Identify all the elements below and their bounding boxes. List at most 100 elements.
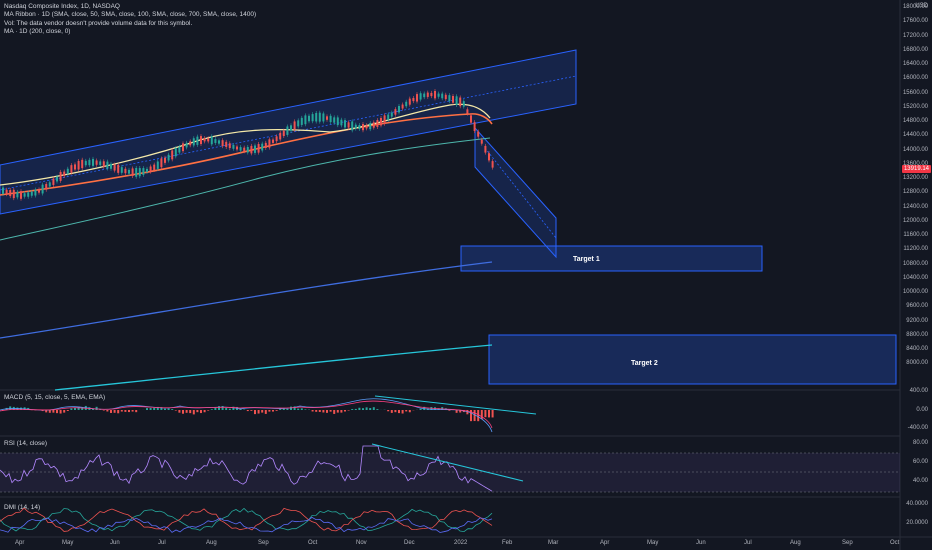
macd-bar [340,410,343,413]
macd-bar [272,410,274,412]
legend-volume[interactable]: Vol: The data vendor doesn't provide vol… [4,19,193,27]
macd-bar [153,407,156,410]
time-axis-label: Jun [110,540,120,546]
macd-bar [470,410,472,422]
price-axis-label: 15600.00 [902,89,928,96]
legend-ma[interactable]: MA · 1D (200, close, 0) [4,28,71,36]
macd-bar [315,410,318,412]
time-axis-label: Nov [356,540,367,546]
currency-label[interactable]: USD [915,3,928,9]
dmi-plus [0,507,493,533]
macd-bar [102,410,105,411]
time-axis-label: Jul [158,540,166,546]
time-axis-label: Dec [404,540,415,546]
macd-bar [473,410,476,422]
macd-bar [484,410,487,418]
macd-bar [74,407,76,410]
macd-bar [196,410,199,413]
ma50-line [0,103,491,186]
macd-bar [210,409,213,410]
price-axis-label: 14400.00 [902,132,928,139]
macd-bar [250,410,253,411]
rsi-label[interactable]: RSI (14, close) [4,440,47,447]
dmi-minus [0,507,493,532]
descending-channel [474,126,557,259]
ma200-line [0,137,491,241]
macd-bar [437,408,440,410]
macd-bar [225,408,228,410]
price-axis-label: 11600.00 [903,232,928,238]
dmi-label[interactable]: DMI (14, 14) [4,504,41,511]
macd-bar [448,410,451,411]
rsi-axis-60: 60.00 [912,459,928,465]
macd-bar [66,410,69,411]
macd-bar [192,410,195,415]
price-axis-label: 11200.00 [903,246,928,253]
time-axis-label: May [62,540,74,546]
price-axis-label: 10400.00 [902,274,928,281]
time-axis-label: Sep [258,540,269,546]
macd-bar [290,406,292,410]
macd-bar [311,410,314,412]
macd-bar [228,408,231,410]
price-axis-label: 8400.00 [906,346,928,352]
macd-bar [59,410,62,414]
macd-bar [48,410,51,413]
macd-bar [358,407,361,410]
macd-bar [232,406,235,410]
price-axis-label: 10800.00 [902,260,928,267]
macd-bar [455,410,458,413]
dmi-axis-20: 20.0000 [906,520,928,526]
macd-bar [70,408,73,410]
macd-bar [149,407,152,410]
target-2-label: Target 2 [631,360,658,367]
legend-ma-ribbon[interactable]: MA Ribbon · 1D (SMA, close, 50, SMA, clo… [4,11,257,19]
price-axis-label: 17200.00 [902,32,928,39]
macd-bar [394,410,397,413]
macd-bar [279,407,282,410]
macd-bar [164,408,166,410]
macd-bar [63,410,66,413]
macd-bar [56,410,58,414]
macd-bar [124,410,127,412]
macd-bar [408,410,411,413]
macd-bar [459,410,462,413]
macd-bar [297,408,300,410]
price-axis-label: 14000.00 [902,146,928,153]
macd-bar [254,410,256,415]
macd-bar [185,410,188,413]
time-axis-label: Apr [600,540,610,546]
price-axis-label: 15200.00 [902,103,928,110]
price-axis-label: 14800.00 [902,118,928,124]
price-axis-label: 16400.00 [902,61,928,67]
price-axis-label: 17600.00 [902,18,928,25]
macd-bar [300,408,303,410]
macd-bar [398,410,400,414]
legend-symbol[interactable]: Nasdaq Composite Index, 1D, NASDAQ [4,3,120,10]
price-axis-label: 16000.00 [902,75,928,82]
target-1-box [460,245,763,272]
macd-bar [207,410,210,411]
macd-bar [488,410,490,418]
macd-bar [92,408,94,410]
target-1-label: Target 1 [573,256,600,263]
macd-bar [131,410,134,412]
macd-bar [282,408,285,410]
price-axis-label: 16800.00 [902,46,928,53]
price-axis-label: 12800.00 [902,189,928,196]
macd-line [0,398,493,433]
macd-bar [293,406,296,410]
last-price-tag: 13919.14 [901,165,931,173]
adx-line [0,516,493,533]
price-axis-label: 9200.00 [906,317,928,324]
time-axis-label: May [647,540,659,546]
macd-bar [275,410,278,411]
price-axis-label: 10000.00 [902,289,928,295]
macd-label[interactable]: MACD (5, 15, close, 5, EMA, EMA) [4,394,106,401]
macd-bar [405,410,408,412]
time-axis-label: Mar [548,540,559,546]
macd-bar [135,410,138,413]
price-candles [2,88,494,201]
macd-bar [344,410,346,412]
